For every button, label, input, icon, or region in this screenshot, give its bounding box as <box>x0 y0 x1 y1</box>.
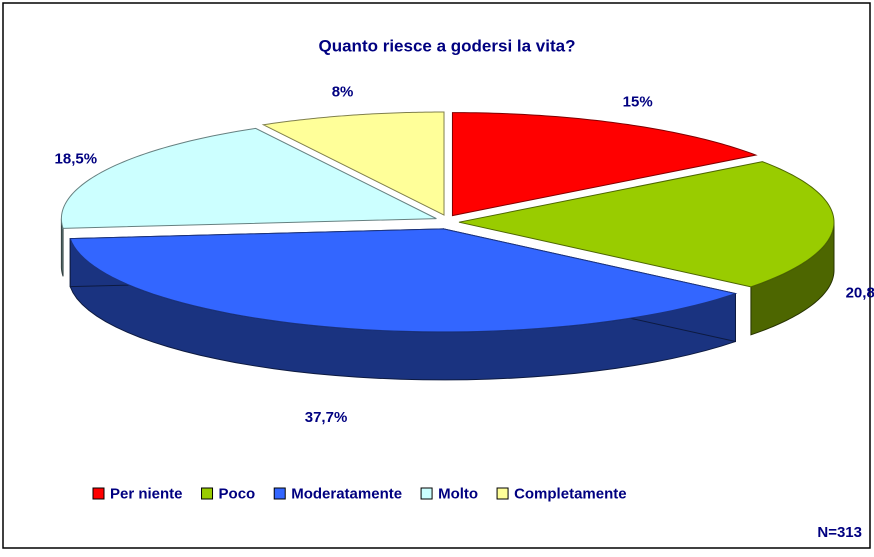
pie-slice <box>69 228 738 333</box>
legend-label: Per niente <box>110 485 183 502</box>
legend: Per niente Poco Moderatamente Molto Completa… <box>92 485 627 502</box>
legend-label: Poco <box>219 485 256 502</box>
annotation: N=313 <box>817 524 862 541</box>
legend-swatch <box>201 487 214 500</box>
legend-label: Molto <box>438 485 478 502</box>
data-label: 37,7% <box>305 409 348 426</box>
legend-label: Moderatamente <box>291 485 402 502</box>
pie-tops <box>60 111 835 333</box>
legend-label: Completamente <box>514 485 627 502</box>
legend-swatch <box>420 487 433 500</box>
data-label: 15% <box>623 94 653 111</box>
legend-swatch <box>92 487 105 500</box>
pie-slice <box>451 112 758 217</box>
data-label: 18,5% <box>55 150 98 167</box>
data-label: 8% <box>332 83 354 100</box>
legend-swatch <box>496 487 509 500</box>
pie-slice <box>60 127 437 229</box>
pie-slice <box>261 111 445 216</box>
pie-slice <box>458 161 835 288</box>
data-labels: 15% 20,8% 37,7% 18,5% 8% <box>55 83 874 426</box>
data-label: 20,8% <box>846 284 874 301</box>
legend-swatch <box>273 487 286 500</box>
chart-title: Quanto riesce a godersi la vita? <box>319 36 576 55</box>
